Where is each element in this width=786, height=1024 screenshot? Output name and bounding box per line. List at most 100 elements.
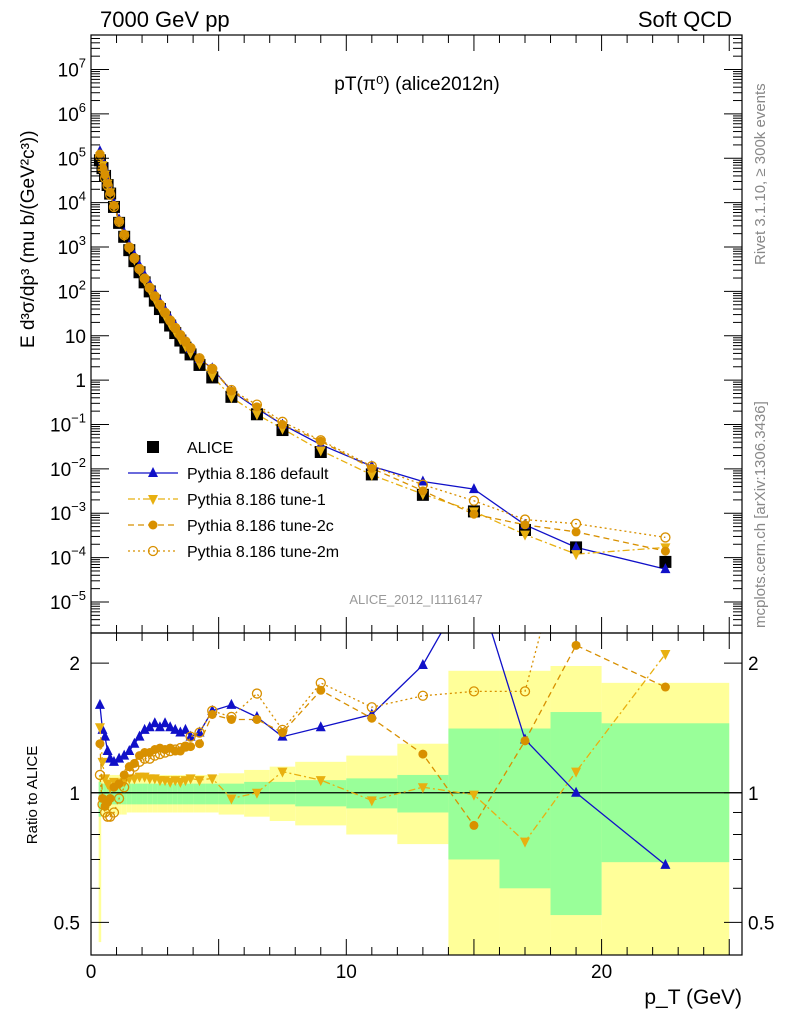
data-point xyxy=(134,263,145,275)
ratio-point xyxy=(468,790,479,801)
data-point xyxy=(519,514,531,525)
legend-label: ALICE xyxy=(187,440,233,457)
y-tick-label: 104 xyxy=(58,189,86,215)
data-point xyxy=(155,299,165,309)
ratio-point xyxy=(418,749,428,759)
ratio-point xyxy=(226,698,237,709)
ratio-line xyxy=(99,644,666,827)
ratio-point xyxy=(119,782,130,793)
ratio-point xyxy=(226,711,237,723)
inner-band xyxy=(162,783,168,805)
data-point xyxy=(108,201,120,213)
y-tick-label: 106 xyxy=(58,100,86,126)
data-point xyxy=(277,419,287,429)
data-point xyxy=(145,282,155,292)
ratio-point xyxy=(97,757,108,768)
ratio-point xyxy=(134,756,145,767)
inner-band xyxy=(172,783,178,805)
ratio-point xyxy=(315,721,326,732)
ratio-point xyxy=(571,640,581,650)
inner-band xyxy=(147,783,153,805)
y-tick-label: 10−3 xyxy=(50,499,86,525)
bottom-panel-frame xyxy=(90,632,743,956)
outer-band xyxy=(98,774,102,943)
ratio-point xyxy=(108,807,120,818)
ratio-y-tick-label: 1 xyxy=(69,784,80,805)
inner-band xyxy=(193,783,206,805)
legend-marker xyxy=(148,495,158,505)
ratio-point xyxy=(144,753,155,764)
ratio-point xyxy=(519,686,531,697)
x-tick-label: 20 xyxy=(591,962,612,983)
y-axis-label-bottom: Ratio to ALICE xyxy=(24,746,41,844)
y-axis-label-text: E d³σ/dp³ (mu b/(GeV²c³)) xyxy=(18,130,39,348)
ratio-point xyxy=(660,858,671,869)
rivet-label: Rivet 3.1.10, ≥ 300k events xyxy=(752,83,769,265)
ratio-point xyxy=(124,745,135,756)
data-point xyxy=(226,393,237,404)
ratio-point xyxy=(164,745,176,757)
y-axis-label-top: E d³σ/dp³ (mu b/(GeV²c³)) xyxy=(18,130,39,348)
ratio-point xyxy=(180,723,191,734)
data-point xyxy=(140,273,150,283)
data-point xyxy=(124,242,134,252)
data-point xyxy=(186,343,196,353)
ratio-series xyxy=(94,633,671,869)
ratio-point xyxy=(417,659,428,670)
data-point xyxy=(366,461,377,472)
ratio-point xyxy=(139,723,150,734)
ratio-point xyxy=(160,717,171,728)
ratio-point xyxy=(252,714,262,724)
ratio-point xyxy=(95,739,105,749)
data-point xyxy=(315,446,326,457)
y-tick-label: 10 xyxy=(65,327,86,348)
data-point xyxy=(114,216,124,226)
ratio-point xyxy=(366,796,377,807)
inner-band xyxy=(182,783,189,805)
data-point xyxy=(194,353,205,364)
ratio-point xyxy=(366,702,377,713)
ratio-point xyxy=(114,752,125,763)
data-point xyxy=(251,399,263,410)
ratio-point xyxy=(185,731,196,742)
data-point xyxy=(104,189,116,200)
data-point xyxy=(170,323,180,333)
ratio-point xyxy=(207,774,218,785)
uncertainty-bands xyxy=(91,665,742,955)
ratio-y-tick-label-right: 2 xyxy=(748,654,759,675)
ratio-point xyxy=(367,713,377,723)
ratio-point xyxy=(175,726,186,737)
inner-band xyxy=(205,783,219,805)
data-point xyxy=(660,546,670,556)
mcplots-label: mcplots.cern.ch [arXiv:1306.3436] xyxy=(752,401,769,628)
inner-band xyxy=(397,774,449,813)
chart-title: pT(π⁰) (alice2012n) xyxy=(334,74,499,95)
x-tick-label: 10 xyxy=(336,962,357,983)
data-point xyxy=(468,483,479,494)
ratio-y-tick-label: 0.5 xyxy=(54,913,80,934)
legend-marker xyxy=(147,545,159,557)
data-point xyxy=(277,416,288,427)
ratio-point xyxy=(251,688,263,699)
data-point xyxy=(207,371,218,382)
ratio-y-tick-label-right: 1 xyxy=(748,784,759,805)
ratio-point xyxy=(149,717,160,728)
ratio-point xyxy=(660,650,671,661)
data-point xyxy=(154,299,166,310)
data-point xyxy=(571,550,582,561)
data-point xyxy=(160,307,170,317)
data-point xyxy=(144,282,155,294)
inner-band xyxy=(126,783,132,805)
ratio-point xyxy=(207,709,217,719)
legend: ALICE Pythia 8.186 default Pythia 8.186 tu… xyxy=(128,440,339,561)
data-point xyxy=(150,291,160,301)
inner-band xyxy=(167,783,173,805)
ratio-point xyxy=(520,736,530,746)
data-point xyxy=(417,479,429,490)
inner-band xyxy=(157,783,163,805)
inner-band xyxy=(111,783,117,805)
ratio-point xyxy=(277,767,288,778)
y-tick-label: 10−2 xyxy=(50,455,86,481)
data-point xyxy=(164,315,176,326)
ratio-point xyxy=(129,737,140,748)
